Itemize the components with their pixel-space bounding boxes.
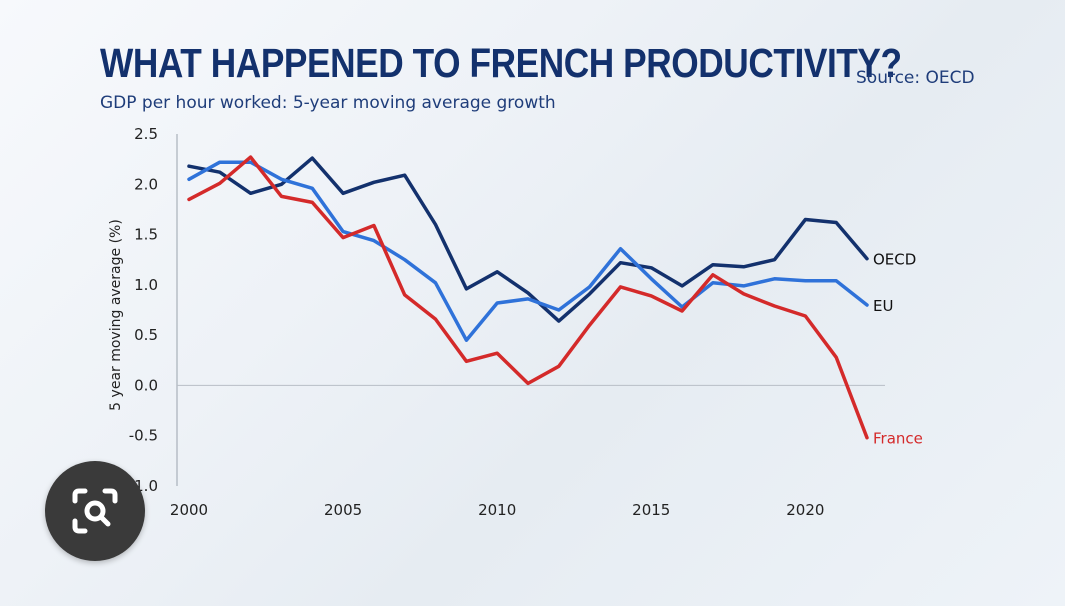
x-tick-label: 2010: [478, 501, 516, 519]
x-tick-label: 2000: [170, 501, 208, 519]
series-label-france: France: [873, 430, 923, 448]
y-tick-label: 0.5: [134, 326, 158, 344]
y-tick-label: -0.5: [129, 427, 158, 445]
x-tick-label: 2015: [632, 501, 670, 519]
series-label-oecd: OECD: [873, 251, 916, 269]
x-tick-label: 2005: [324, 501, 362, 519]
y-tick-label: 2.5: [134, 125, 158, 143]
y-tick-label: 1.5: [134, 226, 158, 244]
series-line-eu: [187, 160, 869, 342]
chart-subtitle: GDP per hour worked: 5-year moving avera…: [100, 93, 556, 113]
chart-title: WHAT HAPPENED TO FRENCH PRODUCTIVITY?: [100, 40, 902, 86]
y-tick-label: 1.0: [134, 276, 158, 294]
series-line-oecd: [187, 156, 869, 323]
lens-search-icon: [72, 488, 118, 534]
y-tick-label: 2.0: [134, 175, 158, 193]
x-tick-label: 2020: [786, 501, 824, 519]
y-axis-label: 5 year moving average (%): [108, 219, 124, 411]
series-line-france: [187, 155, 869, 440]
source-label: Source: OECD: [856, 68, 975, 88]
y-tick-label: 0.0: [134, 376, 158, 394]
series-label-eu: EU: [873, 297, 893, 315]
lens-button[interactable]: [45, 461, 145, 561]
